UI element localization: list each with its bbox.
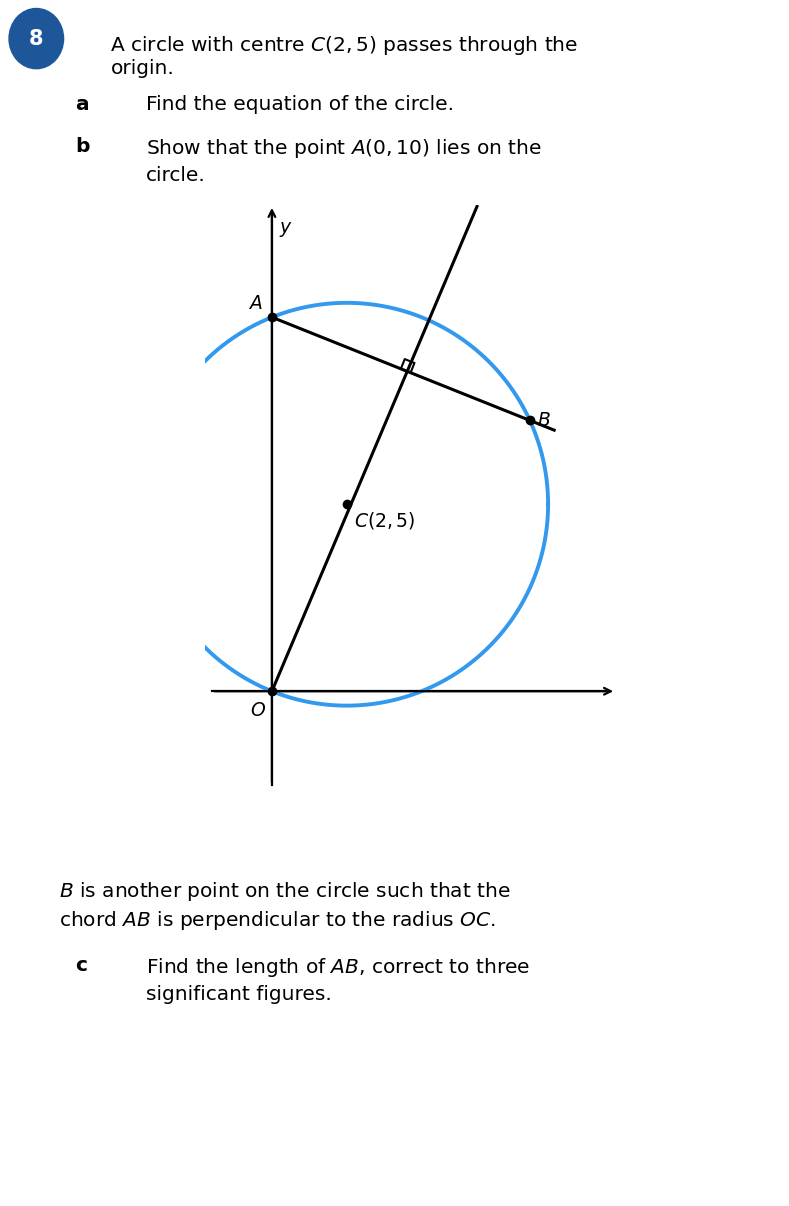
Text: Show that the point $A(0, 10)$ lies on the: Show that the point $A(0, 10)$ lies on t… (146, 137, 541, 160)
Text: Find the length of $AB$, correct to three: Find the length of $AB$, correct to thre… (146, 956, 530, 979)
Text: chord $AB$ is perpendicular to the radius $OC$.: chord $AB$ is perpendicular to the radiu… (59, 909, 496, 932)
Text: a: a (75, 95, 88, 115)
Text: 8: 8 (29, 29, 43, 48)
Text: $B$ is another point on the circle such that the: $B$ is another point on the circle such … (59, 880, 510, 903)
Text: $A$: $A$ (248, 294, 263, 314)
Text: A circle with centre $C(2, 5)$ passes through the: A circle with centre $C(2, 5)$ passes th… (110, 34, 578, 57)
Text: Find the equation of the circle.: Find the equation of the circle. (146, 95, 454, 115)
Text: $y$: $y$ (279, 219, 293, 239)
Text: origin.: origin. (110, 59, 174, 78)
Text: b: b (75, 137, 89, 157)
Text: circle.: circle. (146, 166, 206, 186)
Text: $O$: $O$ (250, 701, 266, 720)
Text: c: c (75, 956, 87, 976)
Text: significant figures.: significant figures. (146, 985, 331, 1005)
Text: ❯: ❯ (749, 607, 765, 626)
Circle shape (9, 8, 64, 69)
Text: $C(2, 5)$: $C(2, 5)$ (354, 510, 416, 531)
Text: $B$: $B$ (537, 411, 550, 429)
